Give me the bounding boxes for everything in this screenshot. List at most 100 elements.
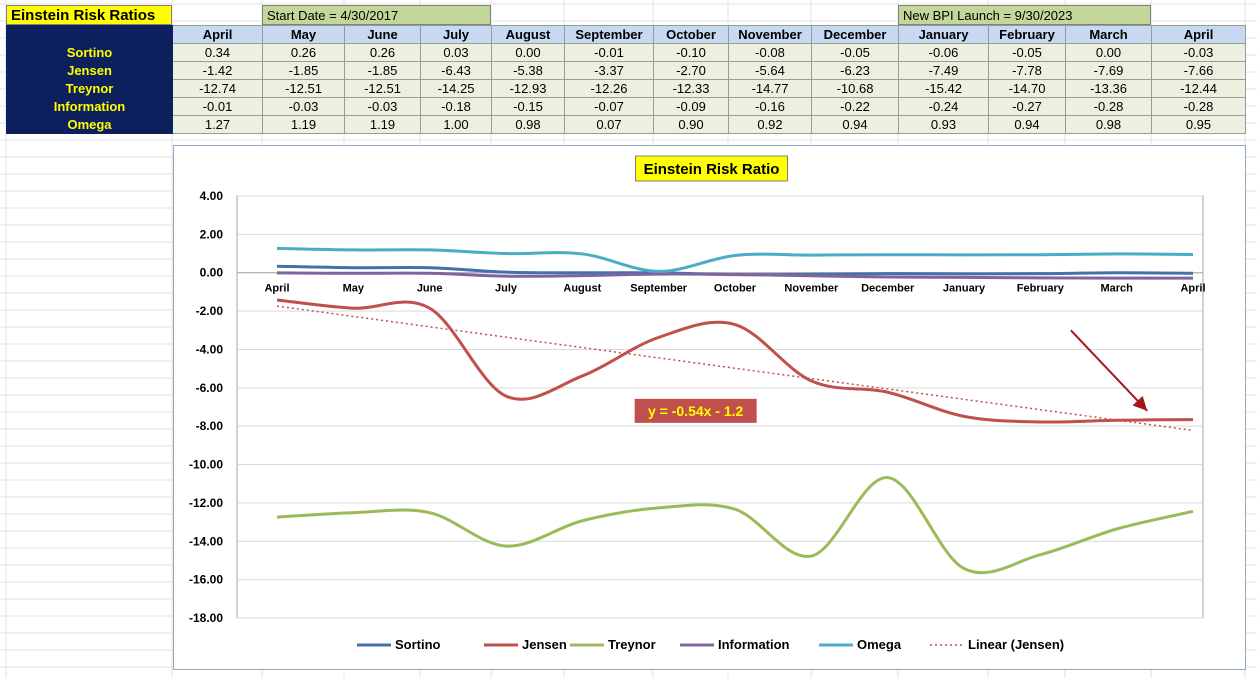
- table-cell[interactable]: -15.42: [898, 79, 989, 98]
- series-line-jensen[interactable]: [276, 298, 1194, 424]
- table-cell[interactable]: -0.10: [653, 43, 729, 62]
- table-cell[interactable]: -0.01: [172, 97, 263, 116]
- arrow-annotation[interactable]: [1070, 329, 1148, 412]
- series-line-omega[interactable]: [276, 246, 1194, 273]
- table-cell[interactable]: -0.16: [728, 97, 812, 116]
- table-cell[interactable]: 0.26: [344, 43, 421, 62]
- legend-label[interactable]: Sortino: [395, 637, 441, 652]
- table-cell[interactable]: -12.93: [491, 79, 565, 98]
- table-cell[interactable]: 0.94: [988, 115, 1066, 134]
- month-header[interactable]: February: [988, 25, 1066, 44]
- table-cell[interactable]: -10.68: [811, 79, 899, 98]
- table-cell[interactable]: 0.00: [1065, 43, 1152, 62]
- series-line-treynor[interactable]: [276, 476, 1194, 575]
- month-header[interactable]: May: [262, 25, 345, 44]
- table-cell[interactable]: -12.44: [1151, 79, 1246, 98]
- table-cell[interactable]: -0.01: [564, 43, 654, 62]
- month-header[interactable]: April: [1151, 25, 1246, 44]
- table-cell[interactable]: -7.49: [898, 61, 989, 80]
- table-cell[interactable]: 1.19: [344, 115, 421, 134]
- month-header[interactable]: June: [344, 25, 421, 44]
- table-cell[interactable]: -7.78: [988, 61, 1066, 80]
- table-cell[interactable]: 0.03: [420, 43, 492, 62]
- table-cell[interactable]: 0.98: [491, 115, 565, 134]
- table-cell[interactable]: 0.00: [491, 43, 565, 62]
- row-label-jensen[interactable]: Jensen: [6, 61, 173, 80]
- series-line-information[interactable]: [276, 271, 1194, 280]
- table-cell[interactable]: -14.77: [728, 79, 812, 98]
- table-cell[interactable]: -7.69: [1065, 61, 1152, 80]
- table-cell[interactable]: -0.03: [1151, 43, 1246, 62]
- table-cell[interactable]: -14.25: [420, 79, 492, 98]
- table-cell[interactable]: -1.85: [344, 61, 421, 80]
- chart-title-box[interactable]: [635, 155, 788, 182]
- table-cell[interactable]: 1.19: [262, 115, 345, 134]
- table-cell[interactable]: -1.42: [172, 61, 263, 80]
- table-cell[interactable]: -0.22: [811, 97, 899, 116]
- month-header[interactable]: March: [1065, 25, 1152, 44]
- table-cell[interactable]: -0.07: [564, 97, 654, 116]
- month-header[interactable]: January: [898, 25, 989, 44]
- legend-label[interactable]: Linear (Jensen): [968, 637, 1064, 652]
- table-cell[interactable]: -0.28: [1065, 97, 1152, 116]
- legend-label[interactable]: Treynor: [608, 637, 656, 652]
- start-date-cell[interactable]: Start Date = 4/30/2017: [262, 5, 491, 25]
- table-cell[interactable]: 1.27: [172, 115, 263, 134]
- table-cell[interactable]: -0.08: [728, 43, 812, 62]
- table-cell[interactable]: -12.51: [344, 79, 421, 98]
- table-cell[interactable]: 0.26: [262, 43, 345, 62]
- table-cell[interactable]: -0.09: [653, 97, 729, 116]
- row-label-sortino[interactable]: Sortino: [6, 43, 173, 62]
- x-tick-label: January: [943, 283, 986, 295]
- table-cell[interactable]: 0.34: [172, 43, 263, 62]
- row-label-treynor[interactable]: Treynor: [6, 79, 173, 98]
- month-header[interactable]: October: [653, 25, 729, 44]
- table-cell[interactable]: -12.74: [172, 79, 263, 98]
- table-cell[interactable]: -2.70: [653, 61, 729, 80]
- row-label-information[interactable]: Information: [6, 97, 173, 116]
- table-cell[interactable]: -12.51: [262, 79, 345, 98]
- table-cell[interactable]: -12.33: [653, 79, 729, 98]
- table-cell[interactable]: -1.85: [262, 61, 345, 80]
- legend-label[interactable]: Omega: [857, 637, 902, 652]
- table-cell[interactable]: 0.95: [1151, 115, 1246, 134]
- table-cell[interactable]: -0.24: [898, 97, 989, 116]
- table-cell[interactable]: 0.93: [898, 115, 989, 134]
- legend-label[interactable]: Jensen: [522, 637, 567, 652]
- month-header[interactable]: July: [420, 25, 492, 44]
- table-cell[interactable]: 0.07: [564, 115, 654, 134]
- table-cell[interactable]: 0.94: [811, 115, 899, 134]
- table-cell[interactable]: 0.98: [1065, 115, 1152, 134]
- table-cell[interactable]: -0.05: [988, 43, 1066, 62]
- table-cell[interactable]: -0.15: [491, 97, 565, 116]
- table-cell[interactable]: -5.38: [491, 61, 565, 80]
- month-header[interactable]: November: [728, 25, 812, 44]
- table-cell[interactable]: -6.43: [420, 61, 492, 80]
- table-cell[interactable]: 0.92: [728, 115, 812, 134]
- table-cell[interactable]: -0.06: [898, 43, 989, 62]
- month-header[interactable]: September: [564, 25, 654, 44]
- table-cell[interactable]: -13.36: [1065, 79, 1152, 98]
- table-cell[interactable]: -7.66: [1151, 61, 1246, 80]
- month-header[interactable]: August: [491, 25, 565, 44]
- table-cell[interactable]: -14.70: [988, 79, 1066, 98]
- row-label-omega[interactable]: Omega: [6, 115, 173, 134]
- table-cell[interactable]: -0.18: [420, 97, 492, 116]
- table-cell[interactable]: -0.27: [988, 97, 1066, 116]
- table-cell[interactable]: -0.03: [262, 97, 345, 116]
- table-cell[interactable]: 0.90: [653, 115, 729, 134]
- table-cell[interactable]: -6.23: [811, 61, 899, 80]
- table-cell[interactable]: -0.03: [344, 97, 421, 116]
- table-cell[interactable]: -12.26: [564, 79, 654, 98]
- trendline-equation-box[interactable]: [634, 398, 757, 423]
- table-cell[interactable]: -5.64: [728, 61, 812, 80]
- table-cell[interactable]: -0.05: [811, 43, 899, 62]
- month-header[interactable]: April: [172, 25, 263, 44]
- month-header[interactable]: December: [811, 25, 899, 44]
- table-cell[interactable]: -0.28: [1151, 97, 1246, 116]
- chart-area[interactable]: 4.00 2.00 0.00 -2.00 -4.00 -6.00 -8.00 -10.00 -1…: [173, 145, 1246, 670]
- legend-label[interactable]: Information: [718, 637, 790, 652]
- table-cell[interactable]: 1.00: [420, 115, 492, 134]
- table-cell[interactable]: -3.37: [564, 61, 654, 80]
- bpi-launch-cell[interactable]: New BPI Launch = 9/30/2023: [898, 5, 1151, 25]
